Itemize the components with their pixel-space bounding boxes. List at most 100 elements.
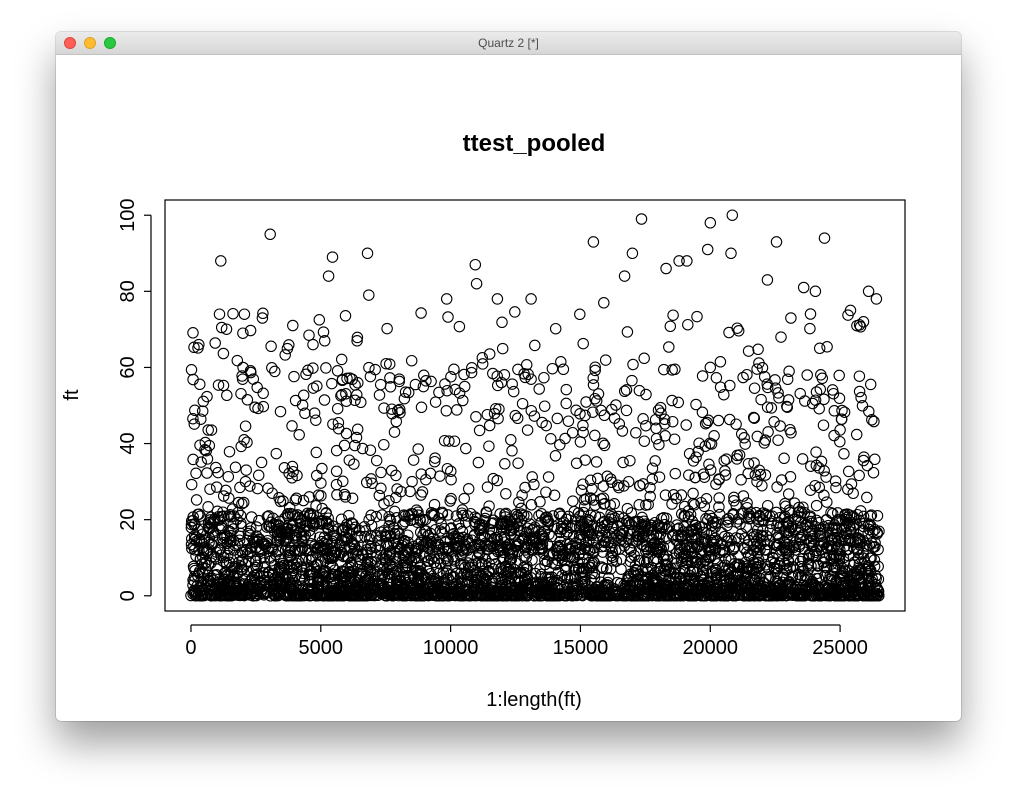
data-point (596, 517, 609, 529)
x-tick-label: 5000 (299, 637, 344, 659)
data-point (709, 521, 722, 533)
data-point (441, 462, 454, 475)
data-point (820, 471, 832, 483)
minimize-window-button[interactable] (84, 37, 96, 49)
data-point (623, 571, 635, 583)
data-point (553, 507, 566, 520)
data-point (229, 589, 241, 601)
data-point (682, 545, 694, 557)
data-point (833, 550, 845, 563)
data-point (650, 432, 663, 445)
chart-title: ttest_pooled (463, 130, 606, 157)
data-point (664, 589, 676, 602)
data-point (540, 486, 552, 498)
data-point (591, 472, 604, 485)
data-point (870, 293, 883, 305)
data-point (822, 519, 835, 532)
data-point (711, 558, 724, 570)
data-point (833, 369, 845, 382)
data-point (316, 462, 328, 475)
data-point (217, 347, 230, 360)
data-point (205, 557, 217, 569)
data-point (696, 406, 709, 419)
data-point (346, 517, 358, 530)
data-point (362, 539, 374, 551)
data-point (574, 436, 587, 448)
data-point (850, 568, 862, 580)
data-point (592, 590, 605, 602)
data-point (685, 556, 698, 569)
data-point (506, 445, 518, 457)
data-point (607, 551, 619, 563)
data-point (857, 552, 870, 564)
data-point (202, 517, 215, 529)
data-points (185, 209, 885, 602)
data-point (364, 566, 377, 579)
data-point (666, 394, 678, 407)
data-point (361, 247, 374, 260)
data-point (541, 514, 553, 527)
data-point (521, 424, 534, 436)
data-point (376, 559, 388, 571)
data-point (608, 498, 621, 510)
data-point (794, 387, 806, 400)
y-tick-label: 100 (117, 199, 139, 232)
data-point (560, 397, 572, 410)
data-point (549, 450, 562, 462)
close-window-button[interactable] (64, 37, 76, 49)
data-point (495, 566, 507, 578)
data-point (281, 342, 294, 355)
data-point (834, 435, 846, 448)
data-point (664, 320, 677, 333)
y-tick-label: 80 (117, 280, 139, 302)
data-point (821, 341, 833, 353)
data-point (576, 589, 588, 601)
data-point (409, 551, 422, 564)
zoom-window-button[interactable] (104, 37, 116, 49)
data-point (439, 560, 452, 572)
data-point (265, 340, 277, 353)
x-tick-label: 25000 (812, 637, 868, 659)
data-point (637, 413, 649, 425)
data-point (222, 585, 234, 597)
data-point (458, 492, 470, 505)
data-point (568, 564, 580, 576)
title-bar[interactable]: Quartz 2 [*] (56, 32, 961, 55)
data-point (672, 396, 685, 409)
data-point (415, 307, 427, 319)
data-point (187, 327, 199, 339)
data-point (307, 338, 319, 351)
data-point (473, 424, 486, 437)
y-tick-label: 20 (117, 509, 139, 531)
data-point (337, 475, 349, 488)
data-point (209, 337, 221, 349)
data-point (253, 514, 265, 527)
data-point (818, 232, 831, 244)
data-point (813, 402, 825, 415)
data-point (549, 322, 562, 335)
data-point (818, 489, 830, 502)
data-point (853, 370, 866, 382)
data-point (469, 258, 482, 271)
data-point (638, 352, 650, 365)
data-point (838, 571, 850, 583)
data-point (235, 387, 247, 400)
data-point (569, 520, 582, 532)
data-point (821, 496, 833, 508)
data-point (470, 277, 483, 290)
data-point (369, 541, 382, 554)
data-point (250, 530, 263, 542)
data-point (680, 419, 692, 431)
data-point (364, 444, 377, 456)
data-point (348, 458, 360, 470)
data-point (828, 564, 840, 577)
data-point (440, 405, 453, 417)
data-point (687, 487, 699, 500)
data-point (370, 454, 383, 467)
data-point (234, 481, 246, 494)
data-point (248, 586, 260, 598)
data-point (231, 354, 244, 367)
data-point (871, 526, 883, 539)
data-point (287, 589, 299, 602)
data-point (378, 438, 390, 451)
